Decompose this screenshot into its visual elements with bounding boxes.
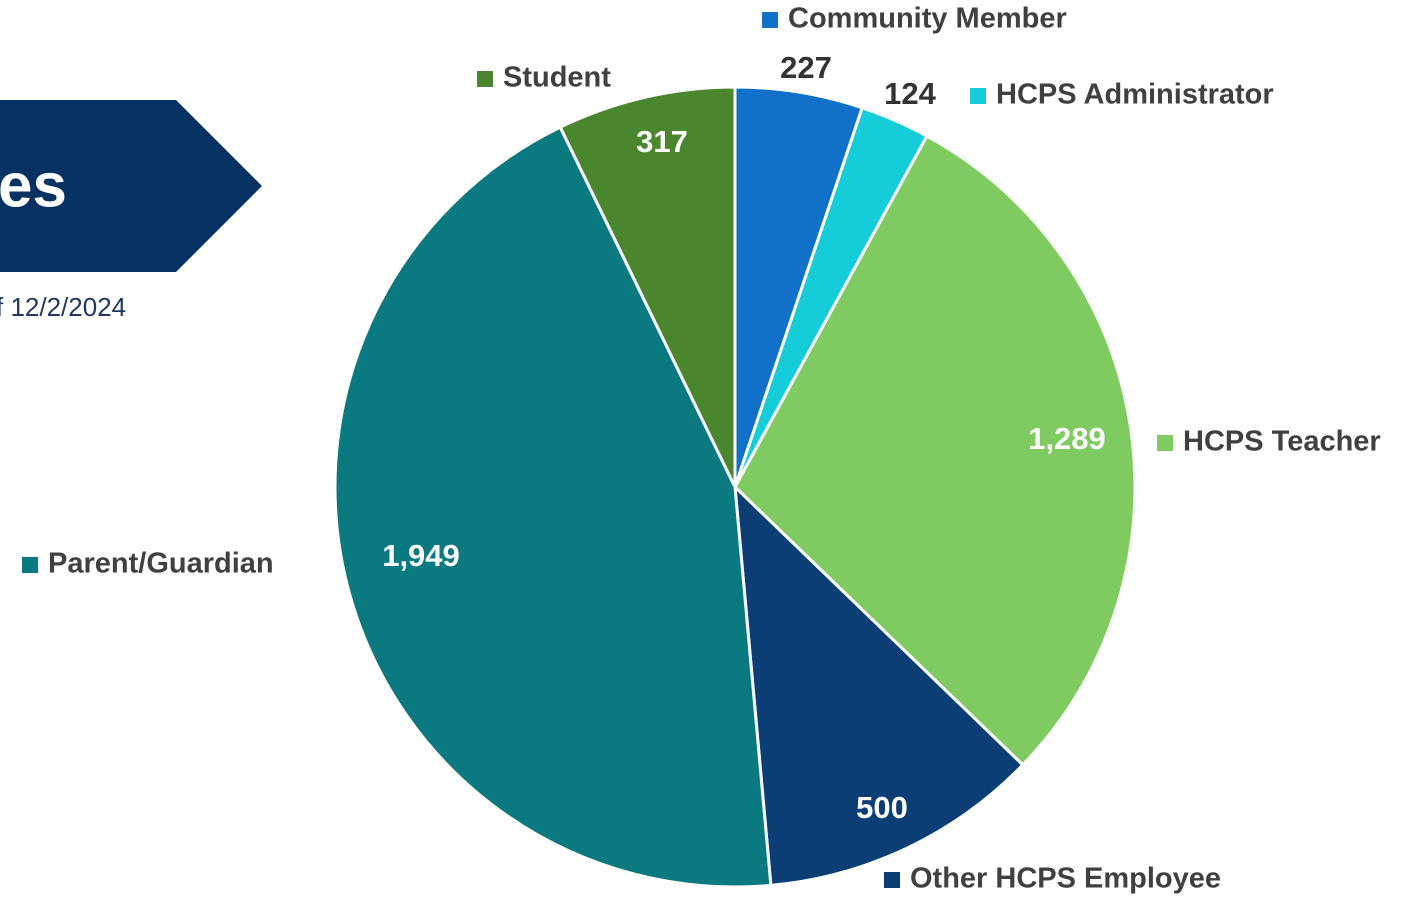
legend-label: Community Member xyxy=(788,3,1067,35)
legend-swatch xyxy=(22,557,38,573)
chart-subtitle: f 12/2/2024 xyxy=(0,292,126,322)
data-label: 317 xyxy=(636,124,688,159)
data-label: 124 xyxy=(884,76,936,111)
legend-swatch xyxy=(884,872,900,888)
legend-swatch xyxy=(762,12,778,28)
legend-label: Student xyxy=(503,62,611,94)
title-banner xyxy=(0,100,262,272)
legend-label: HCPS Administrator xyxy=(996,79,1274,111)
data-label: 1,289 xyxy=(1028,421,1106,456)
data-label: 1,949 xyxy=(382,538,460,573)
data-label: 500 xyxy=(856,790,908,825)
data-label: 227 xyxy=(780,50,832,85)
pie-slice xyxy=(558,85,737,488)
pie-slice xyxy=(333,125,773,889)
legend-label: Parent/Guardian xyxy=(48,548,274,580)
legend-label: HCPS Teacher xyxy=(1183,426,1381,458)
pie-slice xyxy=(733,483,1025,888)
legend-swatch xyxy=(970,88,986,104)
legend-swatch xyxy=(477,71,493,87)
pie-slice xyxy=(733,134,1137,767)
legend-label: Other HCPS Employee xyxy=(910,863,1221,895)
legend-swatch xyxy=(1157,435,1173,451)
chart-title: es xyxy=(0,151,67,220)
